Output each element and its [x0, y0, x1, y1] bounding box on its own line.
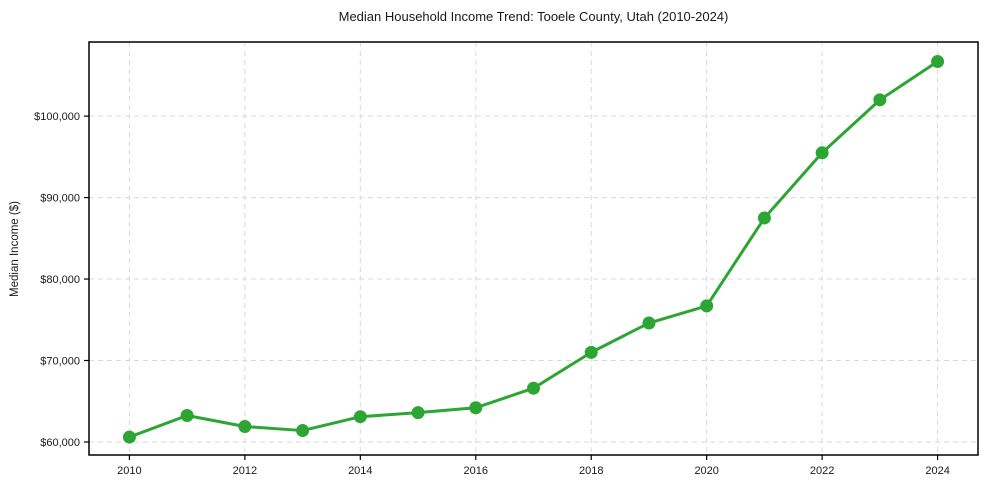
data-point-2019	[642, 316, 656, 330]
data-point-2016	[469, 401, 483, 415]
y-tick-label: $90,000	[40, 192, 80, 204]
x-tick-label: 2014	[348, 465, 372, 477]
plot-border	[88, 41, 979, 456]
chart-title: Median Household Income Trend: Tooele Co…	[338, 9, 729, 24]
x-tick-label: 2024	[925, 465, 949, 477]
x-tick-label: 2022	[810, 465, 834, 477]
x-tick-label: 2010	[117, 465, 141, 477]
y-tick-label: $100,000	[34, 111, 80, 123]
data-point-2013	[296, 424, 310, 438]
data-point-2015	[411, 406, 425, 420]
data-point-2023	[873, 93, 887, 107]
data-point-2010	[122, 430, 136, 444]
data-point-2017	[527, 381, 540, 395]
y-tick-label: $70,000	[40, 355, 80, 367]
x-tick-label: 2012	[233, 465, 257, 477]
x-tick-label: 2020	[694, 465, 718, 477]
x-tick-label: 2018	[579, 465, 603, 477]
data-point-2020	[700, 299, 714, 313]
y-tick-label: $80,000	[40, 274, 80, 286]
data-point-2011	[180, 408, 194, 422]
data-point-2014	[353, 410, 367, 424]
data-point-2021	[757, 211, 771, 225]
y-tick-label: $60,000	[40, 437, 80, 449]
trend-line	[127, 60, 940, 439]
data-point-2018	[584, 345, 598, 359]
data-point-2022	[815, 146, 829, 160]
x-tick-label: 2016	[464, 465, 488, 477]
data-point-2012	[238, 419, 252, 433]
data-point-2024	[931, 55, 945, 69]
